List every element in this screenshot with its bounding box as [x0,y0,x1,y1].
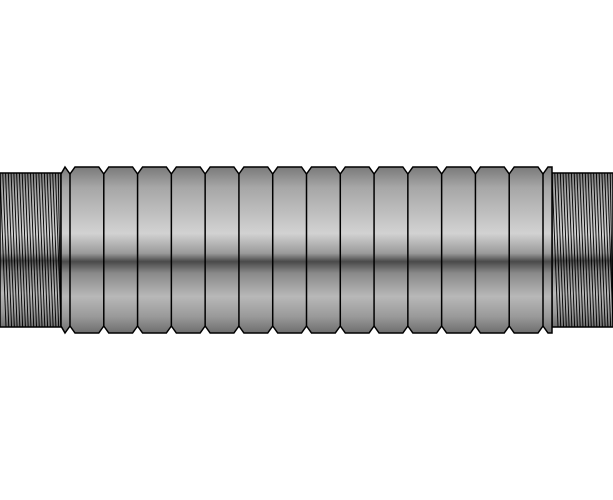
thread-line [598,172,606,328]
thread-line [35,172,43,328]
right-thread-lines [551,172,613,328]
thread-line [595,172,603,328]
thread-line [38,172,46,328]
corrugated-section [60,165,553,335]
thread-line [584,172,592,328]
thread-line [52,172,60,328]
thread-line [13,172,21,328]
thread-line [604,172,612,328]
thread-line [573,172,581,328]
thread-line [565,172,573,328]
thread-line [21,172,29,328]
thread-line [5,172,12,328]
corrugation-grooves [69,174,544,326]
thread-line [568,172,576,328]
thread-line [46,172,54,328]
thread-line [2,172,10,328]
thread-line [30,172,37,328]
thread-line [601,172,609,328]
thread-line [587,172,595,328]
thread-line [32,172,40,328]
thread-line [576,172,584,328]
thread-line [582,172,589,328]
thread-line [562,172,570,328]
thread-line [559,172,567,328]
thread-line [593,172,601,328]
thread-line [55,172,62,328]
thread-line [49,172,57,328]
thread-line [10,172,18,328]
left-threaded-end [0,172,62,328]
thread-line [0,172,7,328]
thread-line [590,172,598,328]
thread-line [607,172,613,328]
thread-line [24,172,32,328]
thread-line [27,172,35,328]
thread-line [43,172,51,328]
thread-line [7,172,15,328]
thread-line [557,172,564,328]
thread-line [41,172,49,328]
thread-line [16,172,24,328]
thread-line [579,172,587,328]
thread-line [570,172,578,328]
thread-line [551,172,559,328]
thread-line [554,172,562,328]
thread-line [18,172,26,328]
right-threaded-end [551,172,613,328]
